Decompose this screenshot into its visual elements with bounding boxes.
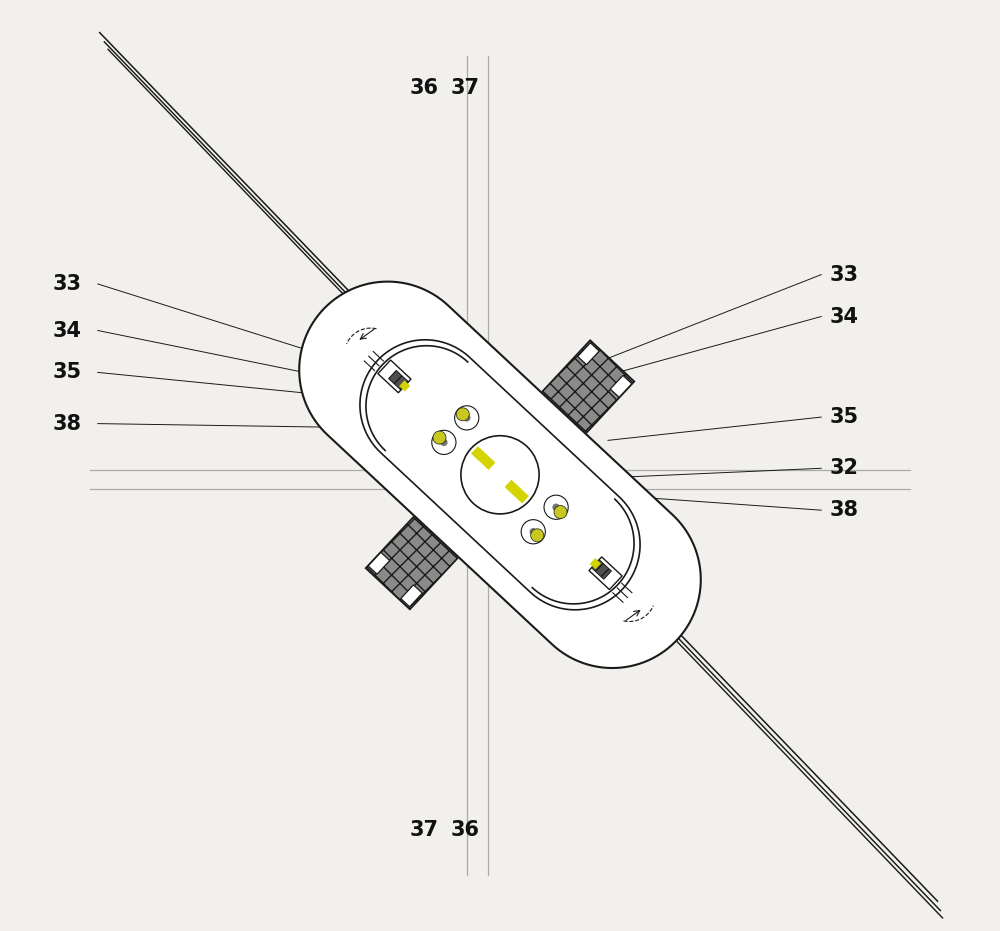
Polygon shape (368, 552, 390, 574)
Text: 36: 36 (409, 78, 438, 99)
Text: 38: 38 (830, 500, 859, 520)
Text: 37: 37 (450, 78, 479, 99)
Polygon shape (578, 343, 599, 365)
Text: 38: 38 (53, 413, 82, 434)
Polygon shape (360, 340, 640, 610)
Polygon shape (543, 340, 634, 433)
Polygon shape (401, 585, 422, 607)
Circle shape (521, 519, 545, 544)
Polygon shape (378, 356, 557, 529)
Polygon shape (589, 557, 622, 589)
Circle shape (456, 408, 469, 421)
Text: 33: 33 (53, 274, 82, 294)
Polygon shape (590, 559, 601, 569)
Circle shape (463, 414, 470, 422)
Polygon shape (299, 281, 701, 668)
Text: 32: 32 (830, 458, 859, 479)
Text: 35: 35 (53, 362, 82, 383)
Polygon shape (378, 360, 411, 393)
Text: 34: 34 (53, 320, 82, 341)
Circle shape (461, 436, 539, 514)
Circle shape (432, 430, 456, 454)
Polygon shape (592, 560, 611, 579)
Polygon shape (505, 480, 528, 503)
Polygon shape (389, 371, 408, 390)
Circle shape (440, 439, 448, 446)
Circle shape (544, 495, 568, 519)
Circle shape (554, 506, 567, 519)
Circle shape (455, 406, 479, 430)
Circle shape (531, 529, 544, 542)
Polygon shape (610, 375, 632, 398)
Text: 34: 34 (830, 306, 859, 327)
Text: 35: 35 (830, 407, 859, 427)
Text: 36: 36 (450, 820, 479, 841)
Text: 33: 33 (830, 264, 859, 285)
Text: 37: 37 (409, 820, 438, 841)
Circle shape (433, 431, 446, 444)
Circle shape (552, 504, 560, 511)
Circle shape (530, 528, 537, 535)
Polygon shape (366, 517, 457, 610)
Polygon shape (399, 381, 410, 391)
Polygon shape (443, 421, 622, 594)
Polygon shape (472, 447, 495, 469)
